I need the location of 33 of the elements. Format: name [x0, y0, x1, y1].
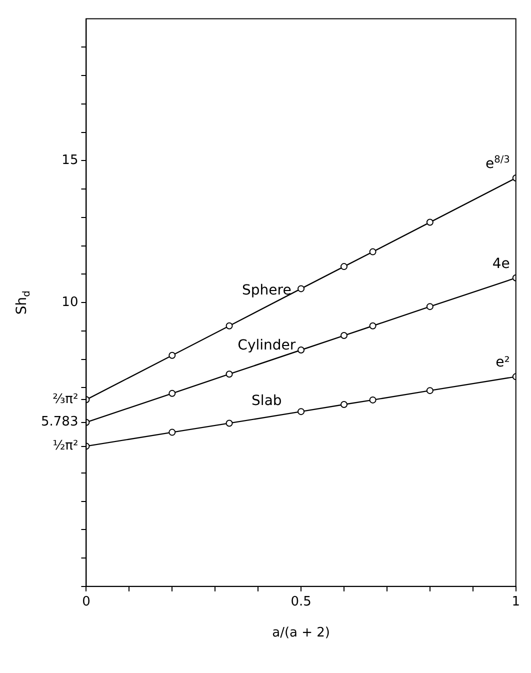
point	[226, 322, 233, 330]
point	[369, 248, 376, 256]
point	[298, 285, 305, 292]
y-tick-label: ⅔π²	[52, 392, 78, 408]
annotation: e²	[496, 354, 510, 371]
point	[168, 390, 176, 397]
x-tick-label: 1	[512, 594, 520, 610]
x-axis-title: a/(a + 2)	[272, 625, 330, 640]
point	[369, 322, 376, 330]
y-tick-label: 5.783	[41, 414, 78, 430]
point	[168, 428, 176, 436]
point	[298, 346, 305, 354]
point	[298, 408, 305, 416]
y-axis-title: Shd	[14, 290, 32, 315]
point	[340, 263, 348, 270]
point	[168, 352, 176, 359]
point	[426, 218, 434, 226]
point	[340, 332, 348, 340]
point	[369, 396, 376, 404]
x-tick-label: 0.5	[290, 594, 312, 610]
y-tick-label: 10	[62, 294, 78, 310]
x-tick-label: 0	[82, 594, 90, 610]
point	[340, 400, 348, 408]
point	[226, 420, 233, 427]
annotation: 4e	[492, 256, 510, 272]
point	[426, 387, 434, 394]
point	[226, 370, 233, 378]
series-label: Slab	[252, 393, 282, 410]
series-label: Cylinder	[238, 338, 296, 354]
y-tick-label: ½π²	[52, 438, 78, 454]
y-tick-label: 15	[62, 153, 78, 168]
series-label: Sphere	[242, 282, 292, 299]
point	[426, 303, 434, 310]
